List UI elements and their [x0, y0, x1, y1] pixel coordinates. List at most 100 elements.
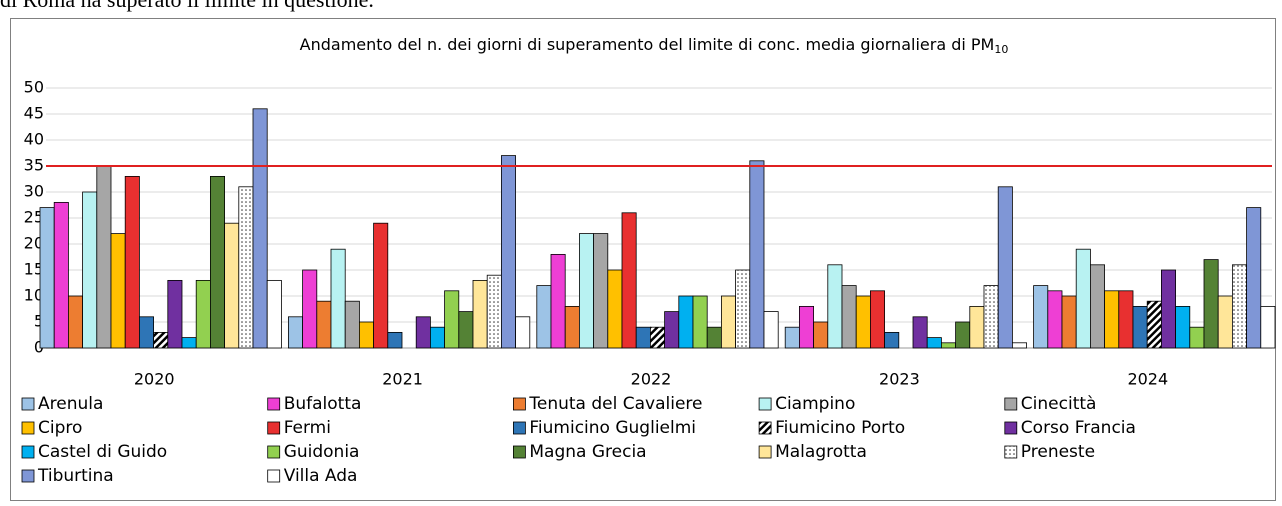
bar: [1232, 264, 1248, 349]
legend-swatch: [513, 421, 526, 435]
caption: di Roma ha superato il limite in questio…: [0, 0, 374, 12]
bar: [330, 248, 346, 349]
bar: [664, 311, 680, 349]
y-tick-label: 10: [24, 286, 44, 305]
y-tick-label: 45: [24, 104, 44, 123]
legend-swatch: [267, 445, 281, 459]
bar: [138, 316, 154, 349]
bar: [1246, 207, 1262, 349]
y-tick-label: 25: [24, 208, 44, 227]
bar: [721, 295, 737, 349]
x-tick-label: 2021: [382, 370, 423, 389]
bar: [735, 269, 751, 349]
bar: [1189, 326, 1205, 349]
legend-swatch: [21, 445, 35, 459]
bar: [195, 279, 211, 349]
bar: [1203, 259, 1219, 349]
bar: [827, 264, 843, 349]
bar: [926, 337, 942, 349]
chart-frame: [10, 18, 1276, 501]
bar: [316, 300, 332, 349]
bar: [912, 316, 928, 349]
y-tick-label: 5: [34, 312, 44, 331]
bar: [983, 285, 999, 349]
bar: [536, 285, 552, 349]
bar: [252, 108, 268, 349]
bar: [1090, 264, 1106, 349]
bar: [870, 290, 886, 349]
legend-label: Arenula: [38, 394, 103, 414]
bar: [784, 326, 800, 349]
bar: [678, 295, 694, 349]
bar: [344, 300, 360, 349]
bar: [593, 233, 609, 349]
y-tick-label: 20: [24, 234, 44, 253]
bar: [763, 311, 779, 349]
bar: [579, 233, 595, 349]
x-tick-label: 2024: [1127, 370, 1168, 389]
legend-swatch: [1004, 445, 1018, 459]
legend-swatch: [21, 421, 35, 435]
bar: [1047, 290, 1063, 349]
legend-label: Fermi: [284, 418, 331, 438]
bar: [238, 186, 254, 349]
legend-swatch: [1004, 397, 1018, 411]
bar: [266, 279, 282, 349]
bar: [841, 285, 857, 349]
x-tick-label: 2022: [631, 370, 672, 389]
legend-label: Guidonia: [284, 442, 360, 462]
bar: [224, 222, 240, 349]
bar: [472, 279, 488, 349]
legend-label: Fiumicino Guglielmi: [529, 418, 696, 438]
legend-swatch: [267, 421, 281, 435]
legend-label: Cinecittà: [1021, 394, 1097, 414]
legend-label: Malagrotta: [775, 442, 867, 462]
legend-label: Tenuta del Cavaliere: [528, 394, 702, 414]
legend-swatch: [513, 445, 526, 459]
legend-label: Cipro: [38, 418, 82, 438]
bar: [650, 326, 666, 349]
bar: [387, 331, 403, 349]
bar: [564, 305, 580, 349]
chart-title: Andamento del n. dei giorni di superamen…: [300, 35, 1009, 57]
bar: [607, 269, 623, 349]
x-tick-label: 2023: [879, 370, 920, 389]
legend-swatch: [21, 469, 35, 483]
bar: [444, 290, 460, 349]
bar: [1033, 285, 1049, 349]
legend-label: Corso Francia: [1021, 418, 1136, 438]
bar: [1146, 300, 1162, 349]
bar: [550, 253, 566, 349]
bar: [429, 326, 445, 349]
bar: [209, 175, 225, 349]
bar: [1075, 248, 1091, 349]
legend-swatch: [758, 397, 772, 411]
legend-swatch: [267, 397, 281, 411]
legend-label: Castel di Guido: [38, 442, 167, 462]
legend-swatch: [758, 445, 772, 459]
x-tick-label: 2020: [134, 370, 175, 389]
y-tick-label: 30: [24, 182, 44, 201]
bar: [82, 191, 98, 349]
bar: [53, 201, 69, 349]
legend-swatch: [1004, 421, 1018, 435]
bar: [1260, 305, 1276, 349]
y-tick-label: 0: [34, 338, 44, 357]
bar: [486, 274, 502, 349]
bar: [1012, 342, 1028, 349]
bar: [39, 207, 55, 349]
legend-swatch: [21, 397, 35, 411]
bar: [941, 342, 957, 349]
bar: [302, 269, 318, 349]
bar: [181, 337, 197, 349]
legend-swatch: [513, 397, 526, 411]
bar: [358, 321, 374, 349]
legend-swatch: [267, 469, 281, 483]
bar: [1161, 269, 1177, 349]
bar: [855, 295, 871, 349]
bar: [1175, 305, 1191, 349]
title-main: Andamento del n. dei giorni di superamen…: [300, 35, 995, 54]
bar: [96, 165, 112, 349]
bar: [373, 222, 389, 349]
bar: [68, 295, 84, 349]
